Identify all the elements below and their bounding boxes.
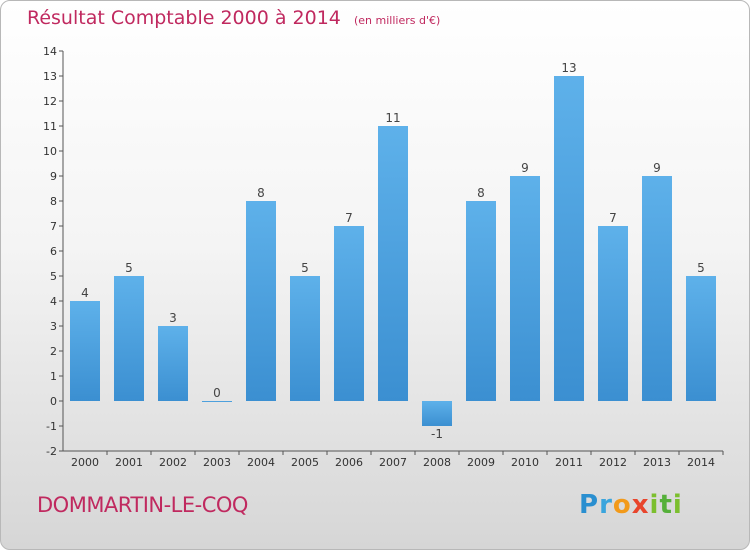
y-tick-label: 9 bbox=[50, 170, 57, 183]
data-label: 8 bbox=[257, 186, 265, 200]
x-tick-label: 2009 bbox=[467, 456, 495, 469]
x-tick-label: 2008 bbox=[423, 456, 451, 469]
bar bbox=[290, 276, 320, 401]
x-tick-label: 2007 bbox=[379, 456, 407, 469]
x-tick-label: 2004 bbox=[247, 456, 275, 469]
x-tick-label: 2001 bbox=[115, 456, 143, 469]
data-label: 4 bbox=[81, 286, 89, 300]
data-label: 9 bbox=[521, 161, 529, 175]
y-tick-label: 6 bbox=[50, 245, 57, 258]
bar bbox=[642, 176, 672, 401]
x-tick-label: 2006 bbox=[335, 456, 363, 469]
bar bbox=[202, 401, 232, 402]
y-tick-label: -1 bbox=[46, 420, 57, 433]
y-tick-label: 1 bbox=[50, 370, 57, 383]
data-label: -1 bbox=[431, 427, 443, 441]
data-label: 5 bbox=[301, 261, 309, 275]
data-label: 0 bbox=[213, 386, 221, 400]
logo-letter: x bbox=[631, 490, 650, 520]
bar bbox=[466, 201, 496, 401]
y-tick-label: 11 bbox=[43, 120, 57, 133]
x-tick-label: 2014 bbox=[687, 456, 715, 469]
x-tick-label: 2011 bbox=[555, 456, 583, 469]
x-tick-label: 2003 bbox=[203, 456, 231, 469]
x-tick-label: 2005 bbox=[291, 456, 319, 469]
x-tick-label: 2012 bbox=[599, 456, 627, 469]
y-tick-label: 12 bbox=[43, 95, 57, 108]
bar bbox=[334, 226, 364, 401]
y-tick-label: 14 bbox=[43, 45, 57, 58]
y-tick-label: -2 bbox=[46, 445, 57, 458]
y-tick-label: 2 bbox=[50, 345, 57, 358]
y-tick-label: 7 bbox=[50, 220, 57, 233]
logo-letter: i bbox=[672, 490, 683, 520]
y-tick-label: 5 bbox=[50, 270, 57, 283]
logo-letter: r bbox=[599, 490, 613, 520]
chart-title: Résultat Comptable 2000 à 2014 bbox=[27, 7, 341, 29]
commune-name: DOMMARTIN-LE-COQ bbox=[37, 493, 248, 517]
bar bbox=[114, 276, 144, 401]
x-tick-label: 2010 bbox=[511, 456, 539, 469]
data-label: 8 bbox=[477, 186, 485, 200]
chart-subtitle: (en milliers d'€) bbox=[353, 14, 441, 27]
y-tick-label: 10 bbox=[43, 145, 57, 158]
data-label: 11 bbox=[385, 111, 400, 125]
logo-letter: t bbox=[659, 490, 673, 520]
data-label: 3 bbox=[169, 311, 177, 325]
y-tick-label: 13 bbox=[43, 70, 57, 83]
x-tick-label: 2000 bbox=[71, 456, 99, 469]
bar bbox=[246, 201, 276, 401]
y-tick-label: 4 bbox=[50, 295, 57, 308]
bar bbox=[510, 176, 540, 401]
chart-header: Résultat Comptable 2000 à 2014 (en milli… bbox=[27, 7, 440, 29]
bar bbox=[554, 76, 584, 401]
logo-letter: o bbox=[612, 490, 632, 520]
data-label: 9 bbox=[653, 161, 661, 175]
bar bbox=[598, 226, 628, 401]
y-tick-label: 8 bbox=[50, 195, 57, 208]
data-label: 7 bbox=[609, 211, 617, 225]
logo-letter: P bbox=[579, 490, 600, 520]
data-label: 5 bbox=[697, 261, 705, 275]
bar bbox=[158, 326, 188, 401]
bar bbox=[686, 276, 716, 401]
bar bbox=[422, 401, 452, 426]
logo-letter: i bbox=[649, 490, 660, 520]
y-tick-label: 0 bbox=[50, 395, 57, 408]
data-label: 5 bbox=[125, 261, 133, 275]
bar bbox=[70, 301, 100, 401]
proxiti-logo: Proxiti bbox=[579, 490, 683, 520]
data-label: 7 bbox=[345, 211, 353, 225]
data-label: 13 bbox=[561, 61, 576, 75]
x-tick-label: 2013 bbox=[643, 456, 671, 469]
y-tick-label: 3 bbox=[50, 320, 57, 333]
bar bbox=[378, 126, 408, 401]
x-tick-label: 2002 bbox=[159, 456, 187, 469]
